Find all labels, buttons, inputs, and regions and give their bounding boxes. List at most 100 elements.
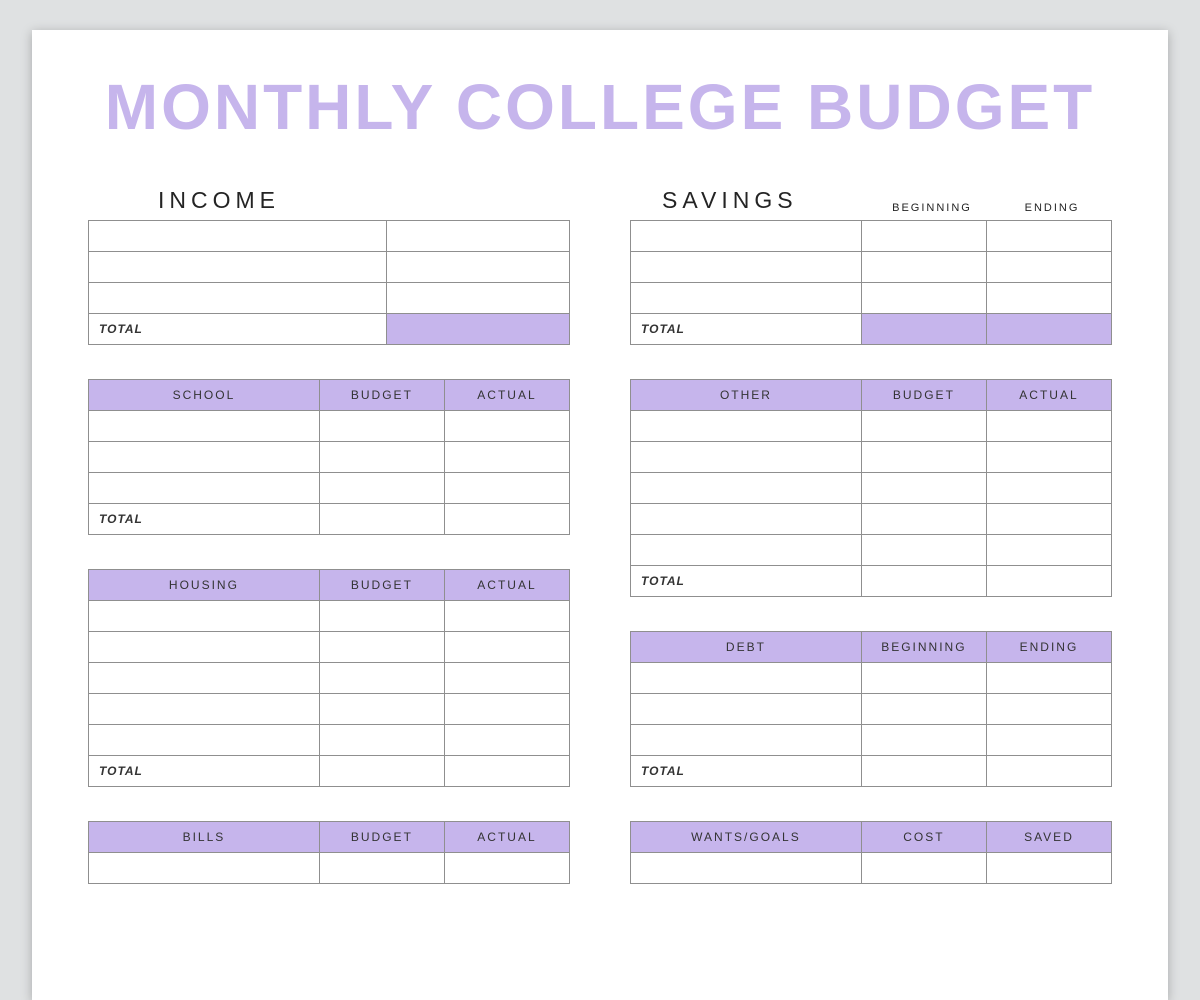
cell[interactable] bbox=[444, 411, 569, 442]
cell[interactable] bbox=[89, 252, 387, 283]
cell[interactable] bbox=[444, 442, 569, 473]
table-row bbox=[631, 473, 1112, 504]
total-cell[interactable] bbox=[986, 566, 1111, 597]
cell[interactable] bbox=[861, 663, 986, 694]
cell[interactable] bbox=[89, 283, 387, 314]
table-row bbox=[89, 725, 570, 756]
savings-heading-row: SAVINGS BEGINNING ENDING bbox=[630, 186, 1112, 214]
cell[interactable] bbox=[986, 694, 1111, 725]
cell[interactable] bbox=[986, 535, 1111, 566]
cell[interactable] bbox=[861, 473, 986, 504]
cell[interactable] bbox=[631, 853, 862, 884]
table-row bbox=[631, 442, 1112, 473]
column-header: ACTUAL bbox=[444, 570, 569, 601]
savings-body bbox=[631, 221, 1112, 314]
savings-ending-label: ENDING bbox=[992, 202, 1112, 214]
cell[interactable] bbox=[319, 632, 444, 663]
cell[interactable] bbox=[986, 853, 1111, 884]
cell[interactable] bbox=[861, 442, 986, 473]
cell[interactable] bbox=[986, 442, 1111, 473]
cell[interactable] bbox=[861, 221, 986, 252]
cell[interactable] bbox=[89, 221, 387, 252]
cell[interactable] bbox=[319, 694, 444, 725]
total-cell[interactable] bbox=[861, 566, 986, 597]
cell[interactable] bbox=[89, 411, 320, 442]
cell[interactable] bbox=[631, 221, 862, 252]
income-total-cell[interactable] bbox=[387, 314, 570, 345]
cell[interactable] bbox=[631, 725, 862, 756]
cell[interactable] bbox=[861, 725, 986, 756]
cell[interactable] bbox=[861, 535, 986, 566]
cell[interactable] bbox=[986, 252, 1111, 283]
cell[interactable] bbox=[986, 221, 1111, 252]
total-label: TOTAL bbox=[89, 756, 320, 787]
cell[interactable] bbox=[89, 725, 320, 756]
cell[interactable] bbox=[986, 411, 1111, 442]
total-cell[interactable] bbox=[444, 504, 569, 535]
cell[interactable] bbox=[631, 442, 862, 473]
cell[interactable] bbox=[444, 632, 569, 663]
table-row bbox=[631, 221, 1112, 252]
cell[interactable] bbox=[631, 504, 862, 535]
cell[interactable] bbox=[444, 473, 569, 504]
cell[interactable] bbox=[631, 283, 862, 314]
total-cell[interactable] bbox=[986, 756, 1111, 787]
cell[interactable] bbox=[861, 694, 986, 725]
table-row bbox=[89, 694, 570, 725]
cell[interactable] bbox=[861, 252, 986, 283]
other-table: OTHERBUDGETACTUALTOTAL bbox=[630, 379, 1112, 597]
cell[interactable] bbox=[319, 473, 444, 504]
cell[interactable] bbox=[319, 725, 444, 756]
cell[interactable] bbox=[319, 663, 444, 694]
income-body bbox=[89, 221, 570, 314]
cell[interactable] bbox=[986, 725, 1111, 756]
savings-total-ending[interactable] bbox=[986, 314, 1111, 345]
cell[interactable] bbox=[444, 853, 569, 884]
cell[interactable] bbox=[861, 283, 986, 314]
cell[interactable] bbox=[319, 853, 444, 884]
cell[interactable] bbox=[986, 473, 1111, 504]
cell[interactable] bbox=[444, 601, 569, 632]
cell[interactable] bbox=[631, 663, 862, 694]
cell[interactable] bbox=[444, 694, 569, 725]
total-row: TOTAL bbox=[631, 756, 1112, 787]
savings-total-row: TOTAL bbox=[631, 314, 1112, 345]
cell[interactable] bbox=[986, 663, 1111, 694]
cell[interactable] bbox=[631, 535, 862, 566]
cell[interactable] bbox=[986, 283, 1111, 314]
table-row bbox=[631, 252, 1112, 283]
income-heading-row: INCOME bbox=[88, 186, 570, 214]
cell[interactable] bbox=[89, 442, 320, 473]
cell[interactable] bbox=[387, 221, 570, 252]
cell[interactable] bbox=[631, 694, 862, 725]
cell[interactable] bbox=[387, 252, 570, 283]
cell[interactable] bbox=[631, 411, 862, 442]
total-cell[interactable] bbox=[861, 756, 986, 787]
cell[interactable] bbox=[319, 411, 444, 442]
cell[interactable] bbox=[89, 601, 320, 632]
cell[interactable] bbox=[861, 853, 986, 884]
cell[interactable] bbox=[89, 853, 320, 884]
cell[interactable] bbox=[387, 283, 570, 314]
cell[interactable] bbox=[444, 725, 569, 756]
cell[interactable] bbox=[89, 473, 320, 504]
cell[interactable] bbox=[89, 632, 320, 663]
cell[interactable] bbox=[89, 663, 320, 694]
total-cell[interactable] bbox=[319, 756, 444, 787]
housing-table: HOUSINGBUDGETACTUALTOTAL bbox=[88, 569, 570, 787]
cell[interactable] bbox=[319, 601, 444, 632]
total-cell[interactable] bbox=[319, 504, 444, 535]
cell[interactable] bbox=[89, 694, 320, 725]
cell[interactable] bbox=[861, 411, 986, 442]
cell[interactable] bbox=[986, 504, 1111, 535]
column-header: ACTUAL bbox=[986, 380, 1111, 411]
savings-total-beginning[interactable] bbox=[861, 314, 986, 345]
school-table: SCHOOLBUDGETACTUALTOTAL bbox=[88, 379, 570, 535]
cell[interactable] bbox=[319, 442, 444, 473]
cell[interactable] bbox=[631, 473, 862, 504]
cell[interactable] bbox=[861, 504, 986, 535]
table-row bbox=[89, 411, 570, 442]
total-cell[interactable] bbox=[444, 756, 569, 787]
cell[interactable] bbox=[631, 252, 862, 283]
cell[interactable] bbox=[444, 663, 569, 694]
